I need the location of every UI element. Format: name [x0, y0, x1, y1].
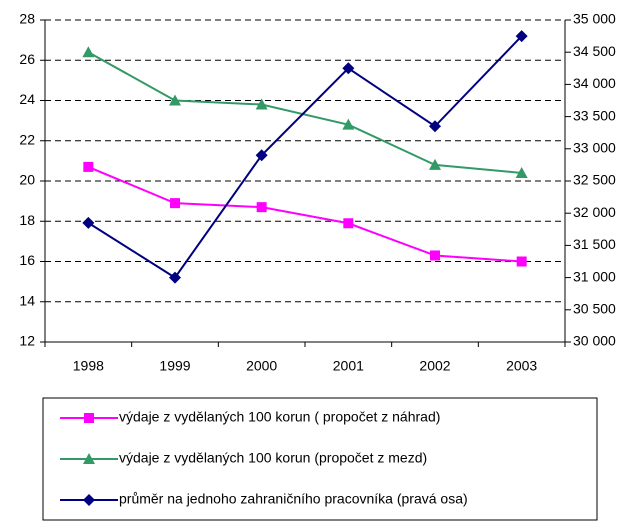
- y2-tick-label: 34 000: [573, 75, 616, 91]
- y-tick-label: 20: [19, 172, 35, 188]
- y-tick-label: 22: [19, 131, 35, 147]
- marker: [83, 161, 94, 172]
- marker: [170, 198, 180, 209]
- marker: [169, 271, 181, 284]
- marker: [256, 202, 267, 213]
- series-line: [87, 165, 522, 263]
- y2-tick-label: 31 000: [573, 268, 616, 284]
- y2-tick-label: 33 000: [573, 140, 616, 156]
- y-tick-label: 16: [19, 252, 35, 268]
- y2-tick-label: 32 000: [573, 204, 616, 220]
- y2-tick-label: 30 500: [573, 301, 616, 317]
- marker: [255, 149, 268, 162]
- x-tick-label: 2000: [246, 358, 277, 374]
- series-line: [87, 35, 523, 279]
- marker: [429, 120, 441, 133]
- legend: [42, 397, 598, 521]
- y-tick-label: 28: [19, 11, 35, 27]
- y2-tick-label: 32 500: [573, 172, 616, 188]
- marker: [515, 30, 528, 43]
- y-tick-label: 18: [19, 212, 35, 228]
- y2-tick-label: 30 000: [573, 333, 616, 349]
- y-tick-label: 24: [19, 91, 35, 107]
- marker: [82, 216, 95, 229]
- marker: [343, 218, 354, 229]
- x-tick-label: 2003: [506, 358, 537, 374]
- marker: [429, 158, 441, 170]
- marker: [83, 494, 95, 506]
- y2-tick-label: 33 500: [573, 107, 616, 123]
- x-tick-label: 2002: [419, 358, 450, 374]
- x-tick-label: 1998: [73, 358, 104, 374]
- series-line: [87, 51, 522, 174]
- y-tick-label: 14: [19, 292, 35, 308]
- y2-tick-label: 35 000: [573, 11, 616, 27]
- marker: [169, 94, 181, 106]
- y2-tick-label: 34 500: [573, 43, 616, 59]
- y2-tick-label: 31 500: [573, 236, 616, 252]
- marker: [84, 413, 94, 423]
- x-tick-label: 2001: [333, 358, 364, 374]
- marker: [83, 453, 95, 464]
- marker: [342, 62, 355, 75]
- marker: [255, 98, 268, 110]
- marker: [516, 256, 527, 267]
- marker: [430, 250, 440, 261]
- legend-label: průměr na jednoho zahraničního pracovník…: [119, 491, 468, 507]
- marker: [82, 46, 95, 58]
- x-tick-label: 1999: [159, 358, 190, 374]
- legend-label: výdaje z vydělaných 100 korun ( propočet…: [119, 409, 440, 425]
- marker: [515, 166, 528, 178]
- y-tick-label: 12: [19, 333, 35, 349]
- legend-label: výdaje z vydělaných 100 korun (propočet …: [119, 450, 427, 466]
- y-tick-label: 26: [19, 51, 35, 67]
- marker: [342, 118, 355, 130]
